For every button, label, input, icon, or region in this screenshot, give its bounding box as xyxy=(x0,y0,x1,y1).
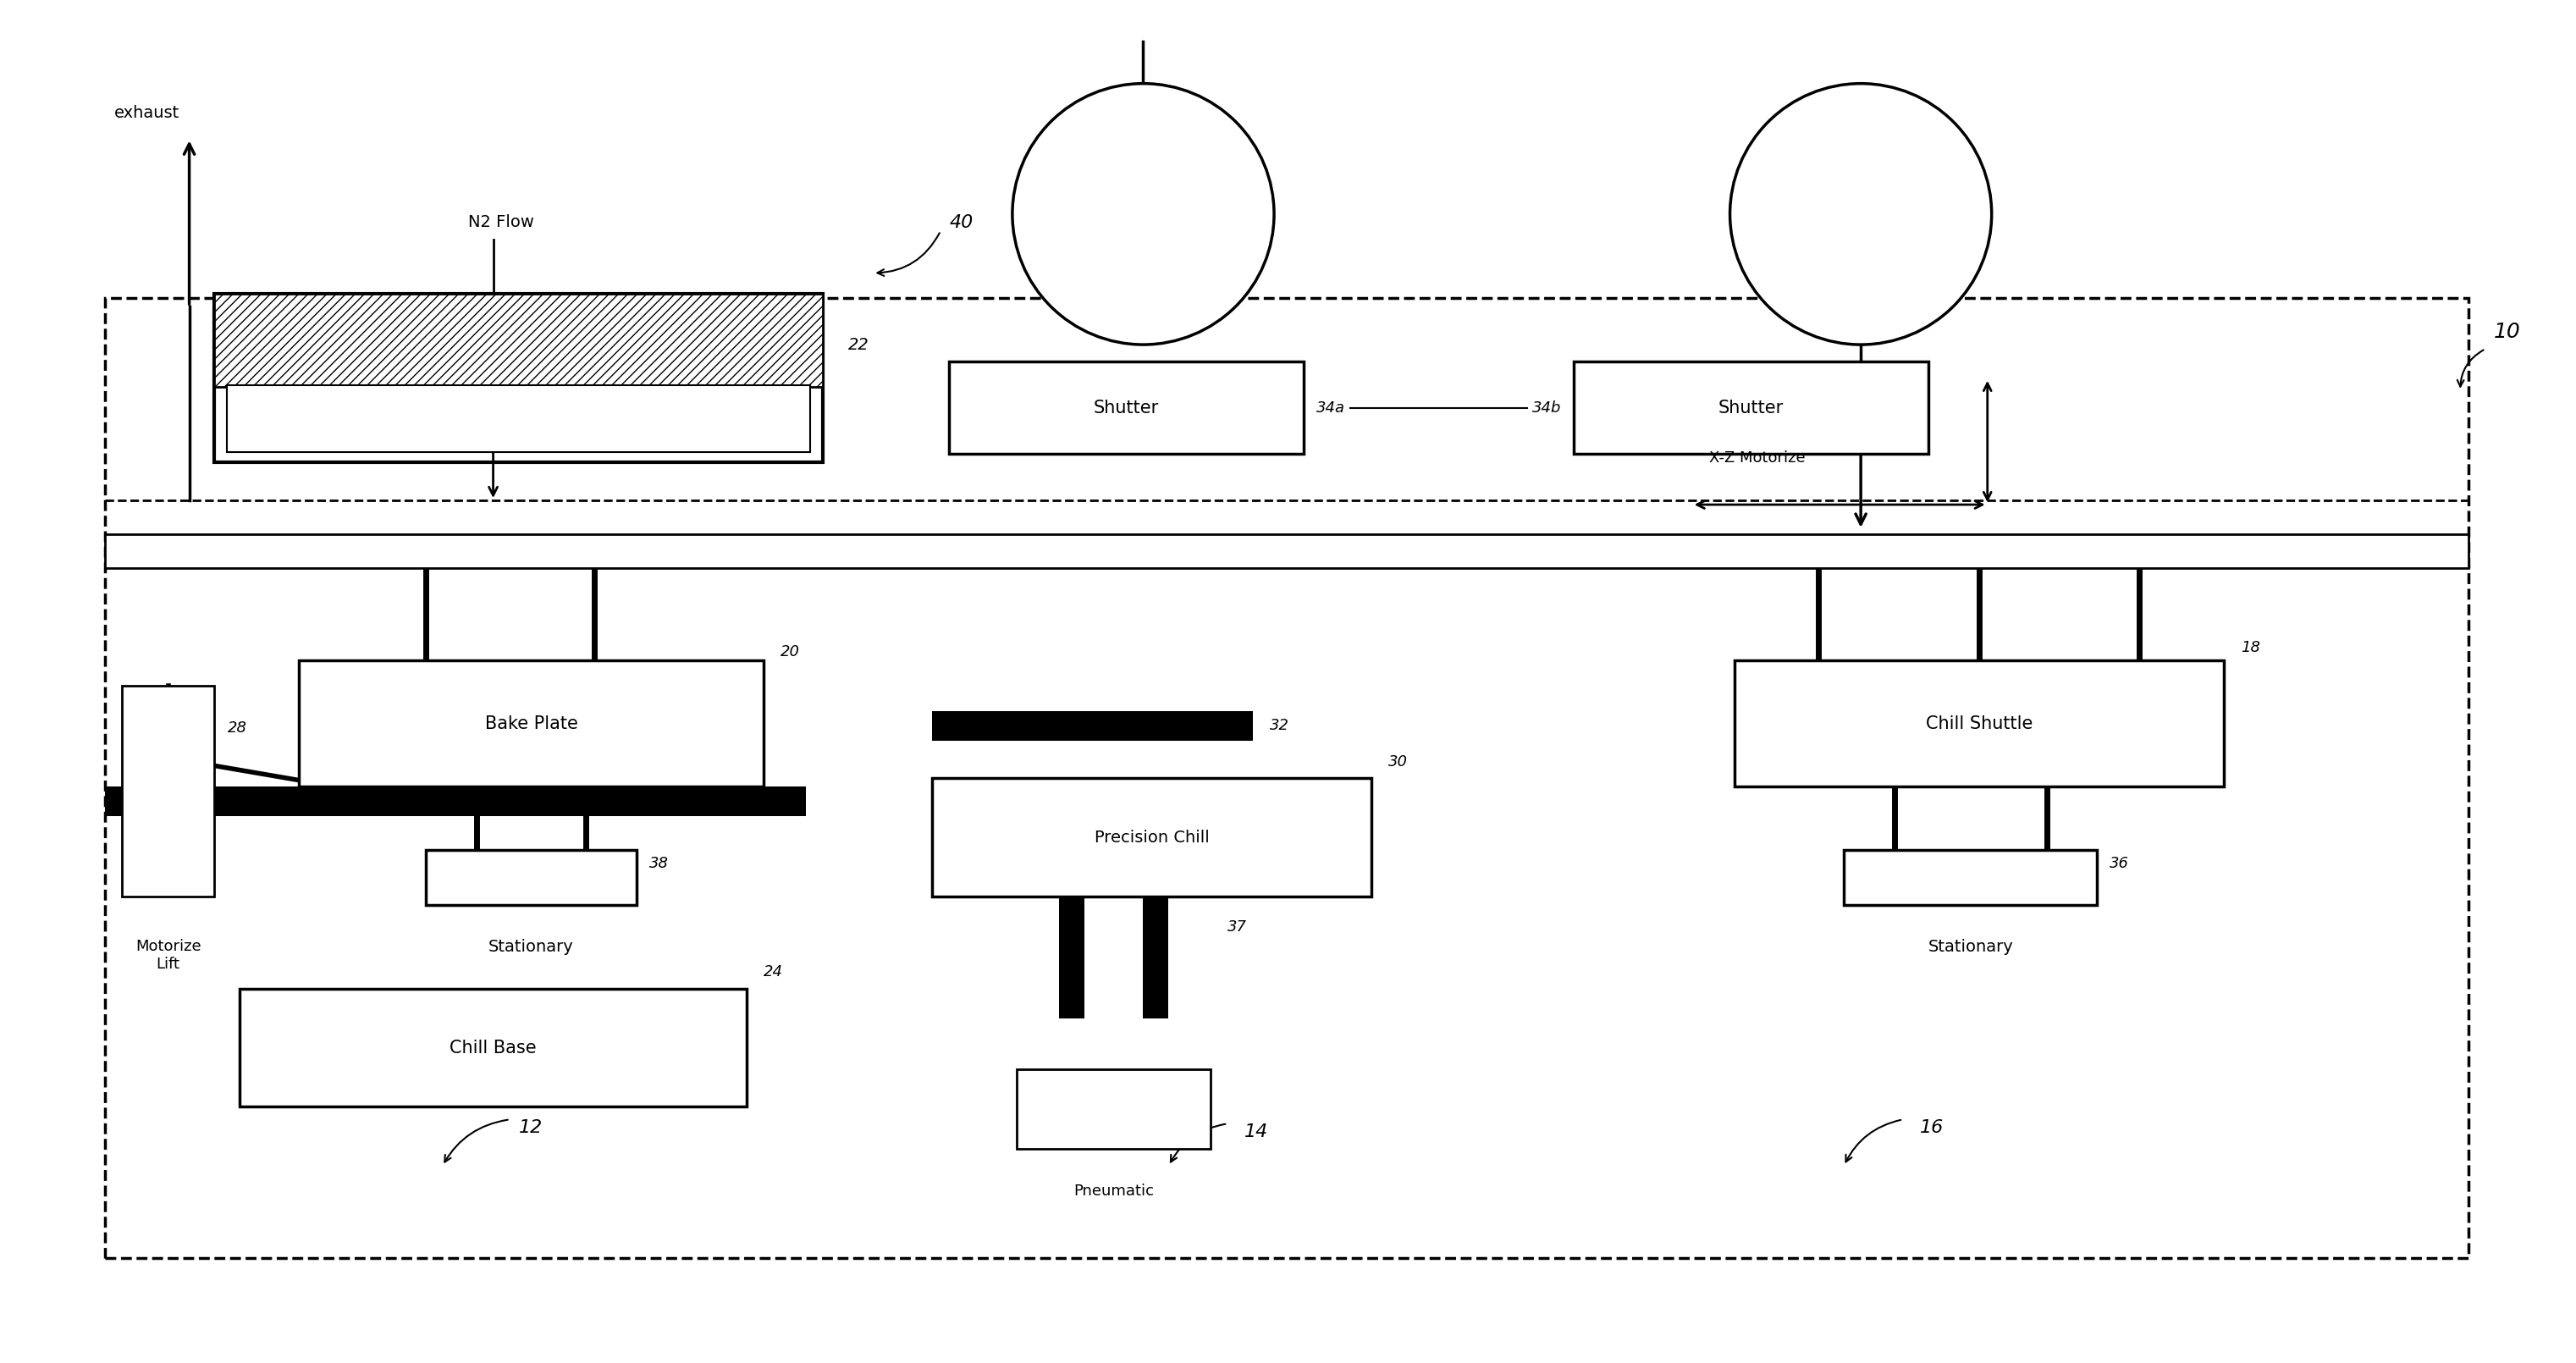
Bar xyxy=(1144,897,1170,1018)
Text: 34b: 34b xyxy=(1533,401,1561,416)
Text: 34a: 34a xyxy=(1316,401,1345,416)
Text: 32: 32 xyxy=(1270,718,1291,733)
Text: Shutter: Shutter xyxy=(1718,399,1783,416)
Text: 36: 36 xyxy=(2110,856,2130,871)
Bar xyxy=(214,294,822,387)
Bar xyxy=(933,711,1252,740)
Text: Motorize
Lift: Motorize Lift xyxy=(137,939,201,972)
Text: 18: 18 xyxy=(2241,641,2259,656)
Bar xyxy=(121,686,214,897)
Text: Stationary: Stationary xyxy=(489,939,574,955)
Text: 30: 30 xyxy=(1388,754,1406,769)
Bar xyxy=(948,361,1303,454)
Text: Precision Chill: Precision Chill xyxy=(1095,829,1208,845)
Text: Stationary: Stationary xyxy=(1927,939,2014,955)
Text: 16: 16 xyxy=(1919,1119,1945,1137)
Text: Pneumatic: Pneumatic xyxy=(1074,1183,1154,1198)
Text: 37: 37 xyxy=(1229,919,1247,935)
Bar xyxy=(1574,361,1929,454)
Bar xyxy=(299,661,762,786)
Bar xyxy=(425,851,636,905)
Bar xyxy=(1018,1069,1211,1149)
Text: 12: 12 xyxy=(518,1119,544,1137)
Text: 40: 40 xyxy=(948,214,974,230)
Text: 24: 24 xyxy=(762,965,783,980)
Text: X-Z Motorize: X-Z Motorize xyxy=(1708,451,1806,466)
Bar xyxy=(1734,661,2223,786)
Bar xyxy=(240,990,747,1107)
Bar xyxy=(214,294,822,462)
Bar xyxy=(1059,897,1084,1018)
Bar xyxy=(106,298,2468,1258)
Text: 10: 10 xyxy=(2494,322,2522,342)
Text: 22: 22 xyxy=(848,337,868,353)
Ellipse shape xyxy=(1731,83,1991,345)
Ellipse shape xyxy=(1012,83,1275,345)
Text: 28: 28 xyxy=(227,720,247,736)
Text: 20: 20 xyxy=(781,645,799,660)
Bar xyxy=(106,786,806,816)
Bar xyxy=(106,534,2468,568)
Text: Chill Shuttle: Chill Shuttle xyxy=(1924,716,2032,732)
Bar xyxy=(933,778,1370,897)
Text: Chill Base: Chill Base xyxy=(451,1040,536,1056)
Text: exhaust: exhaust xyxy=(113,105,180,121)
Bar xyxy=(214,294,822,387)
Text: Bake Plate: Bake Plate xyxy=(484,716,577,732)
Text: 14: 14 xyxy=(1244,1123,1267,1141)
Text: N2 Flow: N2 Flow xyxy=(469,214,533,230)
Bar xyxy=(1844,851,2097,905)
Bar xyxy=(227,384,809,453)
Text: Shutter: Shutter xyxy=(1095,399,1159,416)
Text: 38: 38 xyxy=(649,856,670,871)
